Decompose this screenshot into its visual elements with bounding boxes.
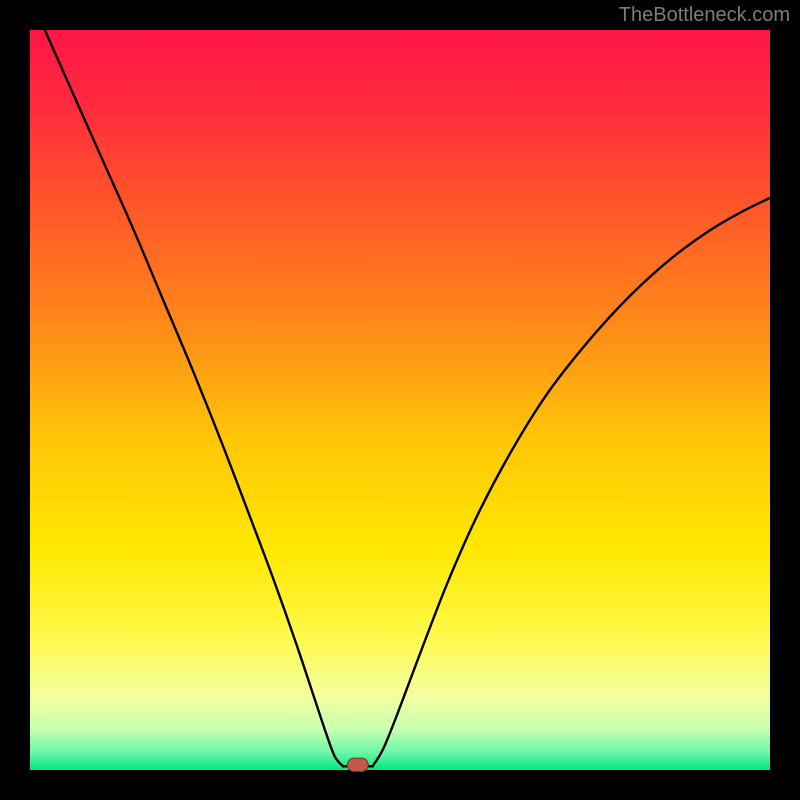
optimal-point-marker	[347, 758, 368, 771]
watermark-text: TheBottleneck.com	[619, 4, 790, 27]
chart-container: TheBottleneck.com	[0, 0, 800, 800]
bottleneck-chart-svg	[0, 0, 800, 800]
plot-area	[30, 30, 770, 770]
